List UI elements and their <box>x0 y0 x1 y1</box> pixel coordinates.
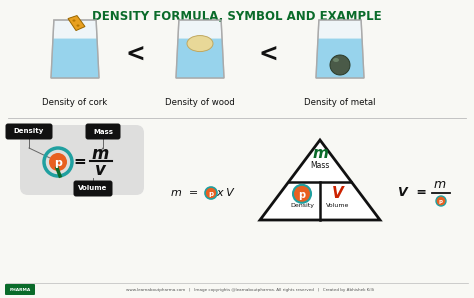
FancyBboxPatch shape <box>20 125 144 195</box>
Text: x V: x V <box>216 188 234 198</box>
Text: <: < <box>125 43 145 67</box>
Text: v: v <box>94 161 105 179</box>
Polygon shape <box>176 38 224 78</box>
Text: m: m <box>312 147 328 162</box>
Text: Volume: Volume <box>326 203 350 208</box>
Polygon shape <box>68 15 85 31</box>
Text: p: p <box>209 191 214 197</box>
Text: m: m <box>91 145 109 163</box>
Ellipse shape <box>76 24 80 27</box>
Text: PHARMA: PHARMA <box>9 288 31 292</box>
FancyBboxPatch shape <box>5 284 35 295</box>
Polygon shape <box>176 20 224 78</box>
Text: <: < <box>258 43 278 67</box>
Text: Volume: Volume <box>78 185 108 192</box>
Polygon shape <box>51 38 99 78</box>
Polygon shape <box>51 20 99 78</box>
Text: Density of cork: Density of cork <box>42 98 108 107</box>
Text: p: p <box>439 199 443 204</box>
Polygon shape <box>316 20 364 78</box>
FancyBboxPatch shape <box>85 123 120 139</box>
Polygon shape <box>260 140 380 220</box>
Circle shape <box>49 153 67 171</box>
Text: Density: Density <box>290 203 314 208</box>
Text: V: V <box>332 186 344 201</box>
Text: m  =: m = <box>172 188 199 198</box>
Ellipse shape <box>330 55 350 75</box>
Ellipse shape <box>333 58 339 62</box>
Text: p: p <box>299 190 306 200</box>
Ellipse shape <box>73 19 75 22</box>
Circle shape <box>293 185 311 203</box>
Text: p: p <box>54 158 62 168</box>
Text: www.learnaboutpharma.com   |   Image copyrights @learnaboutpharma. All rights re: www.learnaboutpharma.com | Image copyrig… <box>126 288 374 292</box>
Text: Density of metal: Density of metal <box>304 98 376 107</box>
Ellipse shape <box>187 35 213 52</box>
Text: =: = <box>73 154 86 170</box>
Text: V  =: V = <box>398 187 427 199</box>
Circle shape <box>436 196 446 206</box>
Circle shape <box>205 187 217 199</box>
FancyBboxPatch shape <box>73 181 112 196</box>
Text: Density of wood: Density of wood <box>165 98 235 107</box>
Text: m: m <box>434 179 446 192</box>
Text: DENSITY FORMULA, SYMBOL AND EXAMPLE: DENSITY FORMULA, SYMBOL AND EXAMPLE <box>92 10 382 23</box>
Text: Mass: Mass <box>310 162 330 170</box>
Polygon shape <box>316 38 364 78</box>
Text: Density: Density <box>14 128 44 134</box>
Text: Mass: Mass <box>93 128 113 134</box>
FancyBboxPatch shape <box>6 123 53 139</box>
